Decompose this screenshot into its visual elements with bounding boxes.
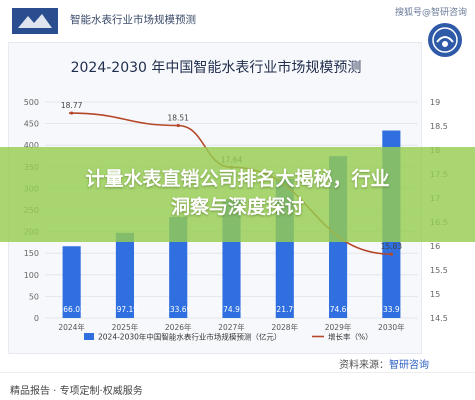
x-tick-label: 2030年 — [378, 322, 405, 332]
y-tick-label: 400 — [24, 141, 39, 150]
x-tick-label: 2025年 — [112, 322, 139, 332]
legend-line-label: 增长率（%） — [328, 332, 373, 342]
x-tick-label: 2026年 — [165, 322, 192, 332]
headline-text: 计量水表直销公司排名大揭秘，行业 洞察与深度探讨 — [0, 165, 475, 221]
headline-line-2: 洞察与深度探讨 — [170, 196, 304, 218]
y2-tick-label: 14.5 — [430, 314, 448, 323]
chart-title: 2024-2030 年中国智能水表行业市场规模预测 — [70, 60, 362, 76]
y-tick-label: 450 — [24, 120, 39, 129]
y2-tick-label: 15.5 — [430, 266, 448, 275]
x-tick-label: 2028年 — [271, 322, 298, 332]
growth-rate-point — [176, 123, 180, 128]
x-tick-label: 2029年 — [325, 322, 352, 332]
source-label: 资料来源： — [339, 360, 389, 371]
bar-value-label: 166.02 — [59, 305, 85, 314]
y-tick-label: 0 — [34, 314, 39, 323]
x-tick-label: 2027年 — [218, 322, 245, 332]
bar — [115, 232, 134, 318]
y2-tick-label: 18.5 — [430, 122, 448, 131]
bar-value-label: 274.92 — [218, 305, 244, 314]
footer-bar: 精品报告 · 专项定制·权威服务 — [0, 372, 475, 400]
bar-value-label: 374.66 — [325, 305, 351, 314]
growth-rate-label: 18.51 — [167, 114, 189, 123]
y-tick-label: 500 — [24, 98, 39, 107]
source-note: 资料来源：智研咨询 — [339, 356, 429, 371]
emblem-icon — [428, 23, 462, 57]
bar — [169, 217, 188, 318]
y-tick-label: 150 — [24, 249, 39, 258]
header-title: 智能水表行业市场规模预测 — [70, 14, 196, 26]
source-brand: 智研咨询 — [389, 360, 429, 371]
bar — [62, 246, 81, 318]
footer-text: 精品报告 · 专项定制·权威服务 — [10, 386, 143, 397]
headline-line-1: 计量水表直销公司排名大揭秘，行业 — [85, 168, 390, 190]
x-tick-label: 2024年 — [58, 322, 85, 332]
top-bar: 智能水表行业市场规模预测 搜狐号@智研咨询 — [0, 0, 475, 57]
growth-rate-point — [389, 252, 393, 256]
headline-banner — [0, 147, 475, 242]
bar-value-label: 197.19 — [112, 305, 138, 314]
y2-tick-label: 16 — [430, 242, 440, 251]
growth-rate-label: 18.77 — [61, 101, 83, 110]
y2-tick-label: 15 — [430, 290, 440, 299]
growth-rate-label: 15.83 — [381, 242, 403, 251]
y-tick-label: 50 — [29, 292, 39, 301]
legend-bar-swatch — [84, 333, 94, 340]
y2-tick-label: 19 — [430, 98, 440, 107]
watermark: 搜狐号@智研咨询 — [394, 8, 467, 18]
bar-value-label: 233.69 — [165, 305, 191, 314]
bar-value-label: 321.71 — [272, 305, 298, 314]
bar-value-label: 433.97 — [378, 305, 404, 314]
growth-rate-point — [70, 111, 74, 115]
brand-logo-icon — [12, 8, 58, 34]
legend-bar-label: 2024-2030年中国智能水表行业市场规模预测（亿元） — [98, 332, 281, 342]
y-tick-label: 100 — [24, 271, 39, 280]
